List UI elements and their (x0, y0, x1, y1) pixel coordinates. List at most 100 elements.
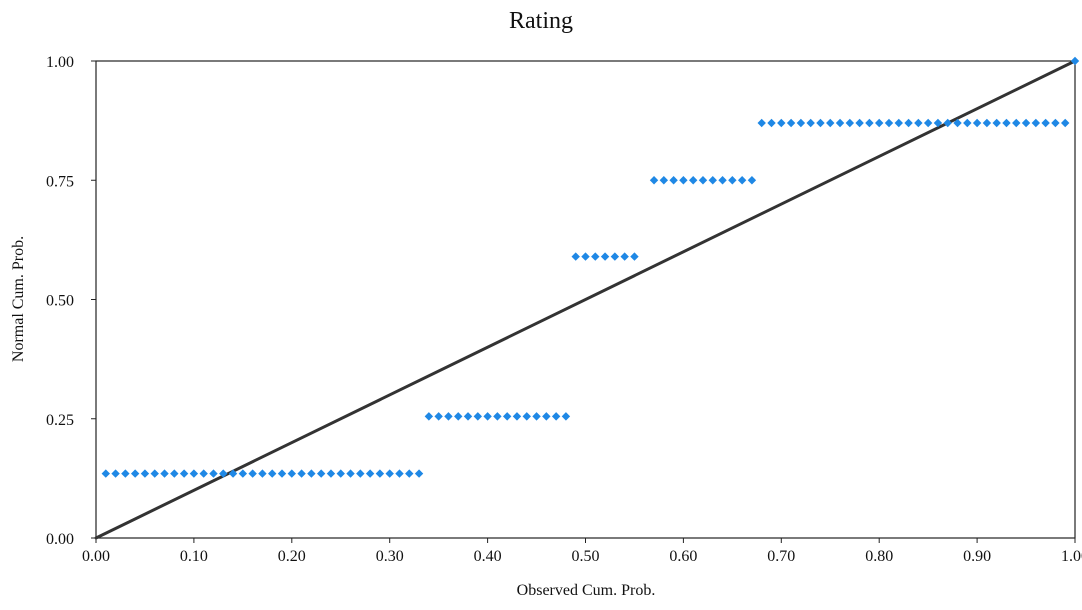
data-point (326, 469, 336, 478)
data-point (767, 118, 776, 128)
y-tick-label: 1.00 (46, 54, 74, 71)
data-point (512, 412, 522, 421)
data-point (336, 469, 345, 478)
data-point (953, 118, 962, 128)
data-point (894, 118, 903, 128)
data-point (747, 176, 757, 185)
data-point (786, 118, 796, 128)
y-tick-label: 0.50 (46, 293, 74, 310)
data-point (933, 118, 943, 128)
data-point (346, 469, 355, 478)
data-point (434, 412, 443, 421)
data-point (493, 412, 502, 421)
data-point (542, 412, 551, 421)
y-tick-label: 0.25 (46, 412, 74, 429)
data-point (219, 469, 228, 478)
data-point (365, 469, 375, 478)
data-point (522, 412, 531, 421)
data-point (463, 412, 473, 421)
data-point (502, 412, 512, 421)
x-tick-label: 0.00 (82, 548, 110, 565)
data-point (121, 469, 130, 478)
y-tick-label: 0.75 (46, 173, 74, 190)
data-point (179, 469, 189, 478)
data-point (855, 118, 864, 128)
x-tick-label: 0.10 (180, 548, 208, 565)
data-point (248, 469, 257, 478)
data-point (424, 412, 434, 421)
data-point (1051, 118, 1060, 128)
data-point (561, 412, 571, 421)
data-point (209, 469, 218, 478)
data-point (591, 252, 600, 261)
data-point (385, 469, 394, 478)
data-point (405, 469, 414, 478)
x-tick-label: 0.30 (376, 548, 404, 565)
data-point (375, 469, 385, 478)
data-point (816, 118, 825, 128)
data-point (875, 118, 884, 128)
data-point (757, 118, 766, 128)
data-point (483, 412, 492, 421)
data-point (796, 118, 806, 128)
data-points (101, 56, 1080, 478)
chart-title: Rating (509, 8, 573, 34)
data-point (982, 118, 992, 128)
data-point (1012, 118, 1021, 128)
data-point (777, 118, 786, 128)
data-point (943, 118, 952, 128)
x-tick-label: 0.60 (669, 548, 697, 565)
x-tick-label: 0.50 (572, 548, 600, 565)
data-point (356, 469, 365, 478)
data-point (620, 252, 629, 261)
x-tick-label: 0.20 (278, 548, 306, 565)
data-point (1002, 118, 1011, 128)
data-point (914, 118, 923, 128)
data-point (307, 469, 316, 478)
data-point (698, 176, 708, 185)
data-point (718, 176, 727, 185)
x-tick-label: 0.90 (963, 548, 991, 565)
data-point (268, 469, 277, 478)
data-point (297, 469, 306, 478)
x-axis-ticks: 0.00 0.10 0.20 0.30 0.40 0.50 0.60 0.70 0.80 0.90… (82, 538, 1082, 565)
data-point (551, 412, 561, 421)
x-axis-title: Observed Cum. Prob. (517, 582, 656, 599)
data-point (532, 412, 541, 421)
data-point (688, 176, 698, 185)
data-point (972, 118, 982, 128)
data-point (679, 176, 688, 185)
data-point (1031, 118, 1041, 128)
data-point (395, 469, 404, 478)
data-point (737, 176, 747, 185)
data-point (728, 176, 737, 185)
x-tick-label: 0.40 (474, 548, 502, 565)
x-tick-label: 1.00 (1061, 548, 1082, 565)
data-point (258, 469, 267, 478)
data-point (649, 176, 659, 185)
data-point (287, 469, 296, 478)
reference-line-group (94, 59, 1077, 540)
data-point (277, 469, 287, 478)
data-point (669, 176, 678, 185)
data-point (1041, 118, 1050, 128)
data-point (659, 176, 669, 185)
data-point (845, 118, 855, 128)
reference-line (94, 59, 1077, 540)
data-point (884, 118, 894, 128)
data-point (992, 118, 1001, 128)
data-point (1061, 118, 1070, 128)
data-point (1070, 56, 1080, 66)
data-point (189, 469, 199, 478)
data-point (806, 118, 815, 128)
data-point (170, 469, 179, 478)
data-point (630, 252, 639, 261)
data-point (473, 412, 483, 421)
data-point (444, 412, 453, 421)
data-point (904, 118, 913, 128)
data-point (150, 469, 159, 478)
data-point (1021, 118, 1031, 128)
y-tick-label: 0.00 (46, 531, 74, 548)
data-point (708, 176, 717, 185)
